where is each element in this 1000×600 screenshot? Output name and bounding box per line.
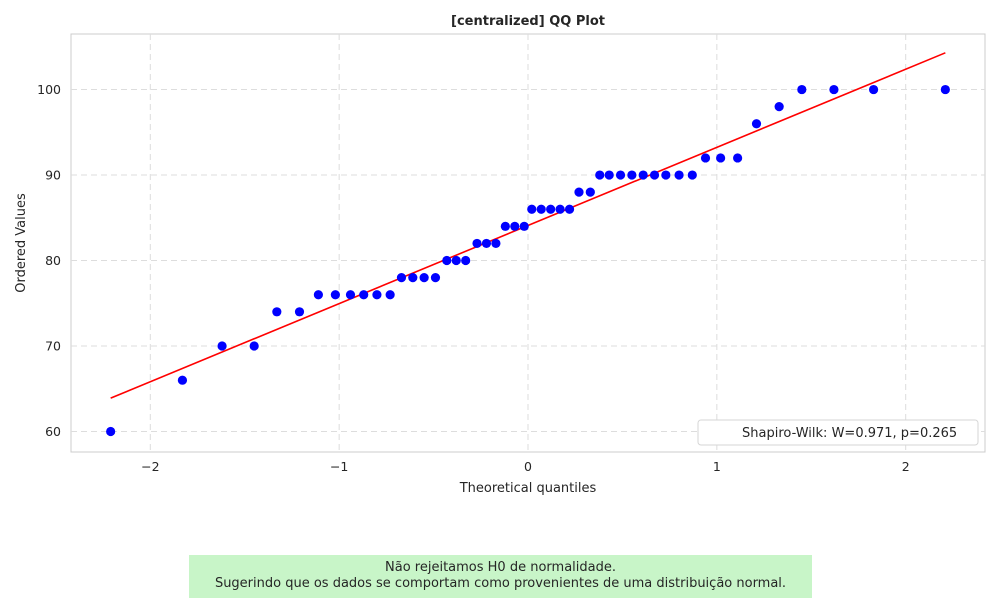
legend-label: Shapiro-Wilk: W=0.971, p=0.265: [742, 426, 957, 441]
data-point: [716, 153, 726, 163]
data-point: [461, 255, 471, 266]
y-tick-label: 100: [37, 82, 61, 97]
data-point: [217, 341, 227, 351]
data-points: [106, 84, 950, 437]
data-point: [396, 273, 407, 283]
data-point: [615, 170, 626, 180]
data-point: [627, 170, 637, 180]
data-point: [595, 170, 605, 180]
data-point: [940, 84, 950, 95]
data-point: [797, 84, 807, 95]
y-axis-label: Ordered Values: [14, 193, 29, 293]
data-point: [700, 153, 711, 163]
data-point: [546, 204, 556, 214]
y-tick-label: 70: [45, 339, 61, 354]
data-point: [585, 187, 595, 197]
x-tick-label: −2: [141, 459, 159, 474]
data-point: [536, 204, 546, 214]
data-point: [430, 273, 441, 283]
data-point: [313, 290, 323, 300]
data-point: [868, 84, 879, 95]
plot-area: [70, 33, 986, 453]
data-point: [510, 221, 520, 231]
data-point: [345, 290, 356, 300]
tick-labels: −2 −1 0 1 2 60 70 80 90 100: [37, 82, 910, 474]
data-point: [385, 290, 395, 300]
data-point: [733, 153, 743, 163]
data-point: [527, 204, 537, 214]
verdict-line-1: Não rejeitamos H0 de normalidade.: [385, 560, 616, 575]
verdict-box: Não rejeitamos H0 de normalidade. Sugeri…: [189, 555, 812, 598]
chart-title: [centralized] QQ Plot: [451, 14, 605, 29]
data-point: [774, 102, 784, 112]
data-point: [519, 221, 529, 231]
y-tick-label: 90: [45, 168, 61, 183]
data-point: [419, 273, 429, 283]
data-point: [294, 307, 305, 317]
x-tick-label: 2: [902, 459, 910, 474]
data-point: [649, 170, 660, 180]
data-point: [359, 290, 369, 300]
data-point: [249, 341, 259, 351]
data-point: [574, 187, 584, 197]
data-point: [481, 238, 492, 249]
data-point: [674, 170, 684, 180]
data-point: [472, 238, 482, 249]
data-point: [564, 204, 575, 214]
data-point: [555, 204, 565, 214]
data-point: [451, 255, 461, 266]
data-point: [408, 273, 418, 283]
data-point: [106, 426, 116, 437]
data-point: [500, 221, 510, 231]
data-point: [177, 375, 188, 385]
y-tick-label: 60: [45, 424, 61, 439]
legend: Shapiro-Wilk: W=0.971, p=0.265: [697, 419, 979, 446]
y-tick-label: 80: [45, 253, 61, 268]
data-point: [604, 170, 614, 180]
x-axis-label: Theoretical quantiles: [459, 481, 597, 496]
verdict-line-2: Sugerindo que os dados se comportam como…: [214, 576, 787, 591]
data-point: [491, 238, 501, 249]
data-point: [687, 170, 697, 180]
data-point: [751, 119, 762, 129]
x-tick-label: 1: [713, 459, 721, 474]
data-point: [661, 170, 671, 180]
x-tick-label: −1: [330, 459, 348, 474]
data-point: [330, 290, 340, 300]
x-tick-label: 0: [524, 459, 532, 474]
data-point: [272, 307, 282, 317]
data-point: [442, 255, 452, 266]
data-point: [829, 84, 839, 95]
legend-box: [697, 419, 979, 446]
data-point: [372, 290, 382, 300]
data-point: [638, 170, 648, 180]
